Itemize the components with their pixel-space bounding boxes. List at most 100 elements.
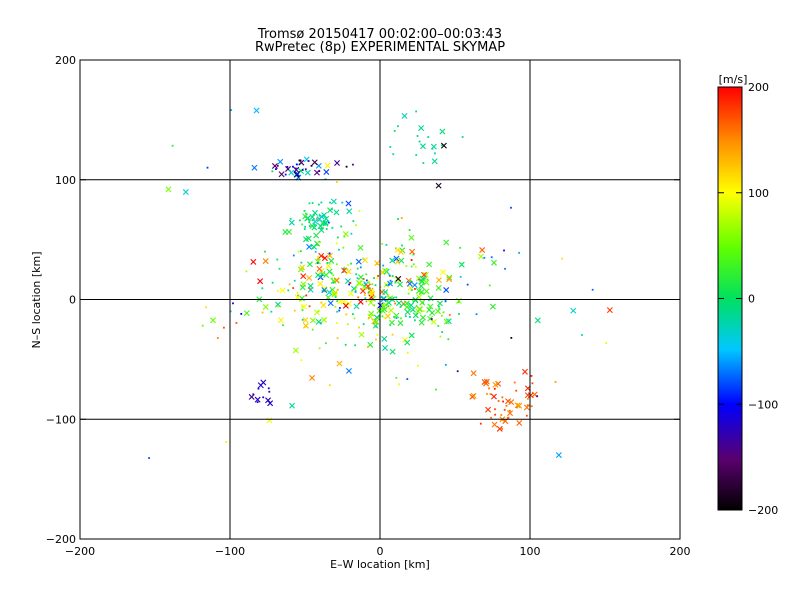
data-point-cross [367, 299, 374, 306]
data-point-dot [362, 323, 365, 326]
data-point-dot [321, 289, 324, 292]
data-point-dot [310, 164, 313, 167]
data-point-dot [502, 400, 505, 403]
data-point-dot [460, 262, 463, 265]
data-point-dot [301, 305, 303, 308]
data-point-dot [497, 400, 500, 402]
data-point-dot [429, 317, 432, 320]
y-tick-label: 0 [69, 294, 76, 307]
data-point-cross [328, 257, 335, 264]
data-point-dot [518, 251, 521, 254]
data-point-dot [267, 387, 270, 390]
data-point-dot [392, 153, 395, 156]
data-point-cross [368, 291, 375, 298]
data-point-dot [354, 288, 357, 290]
data-point-dot [328, 252, 331, 255]
data-point-dot [531, 382, 534, 385]
data-point-dot [323, 290, 326, 293]
data-point-cross [381, 335, 388, 342]
data-point-dot [377, 275, 379, 277]
data-point-dot [256, 401, 259, 404]
data-point-cross [312, 218, 319, 225]
data-point-cross [301, 303, 307, 310]
data-point-dot [375, 325, 378, 328]
data-point-dot [490, 416, 493, 419]
colorbar-ticks: 200 100 0 −100 −200 [718, 81, 778, 517]
data-point-cross [394, 246, 401, 253]
data-point-cross [271, 162, 278, 169]
data-point-dot [323, 221, 326, 224]
data-point-dot [338, 309, 341, 312]
data-point-dot [438, 305, 440, 308]
data-point-dot [399, 306, 402, 308]
data-point-dot [300, 261, 303, 264]
data-point-dot [350, 232, 353, 235]
data-point-dot [411, 299, 414, 302]
data-point-dot [284, 173, 287, 176]
data-point-dot [412, 253, 415, 256]
data-point-dot [368, 287, 371, 290]
data-point-dot [240, 312, 243, 315]
data-point-cross [397, 281, 404, 288]
data-point-dot [581, 334, 583, 336]
data-point-cross [394, 258, 401, 265]
data-point-dot [373, 304, 376, 307]
data-point-cross [440, 142, 447, 149]
data-point-dot [359, 266, 362, 269]
data-point-dot [325, 228, 328, 230]
data-point-cross [294, 170, 301, 177]
data-point-dot [311, 219, 314, 222]
data-point-dot [389, 146, 392, 148]
data-point-dot [510, 337, 513, 339]
data-point-dot [324, 178, 327, 181]
data-point-cross [522, 368, 528, 375]
data-point-dot [367, 281, 370, 284]
data-point-cross [262, 258, 269, 265]
data-point-dot [365, 273, 368, 276]
data-point-dot [466, 283, 469, 286]
data-point-dot [336, 337, 339, 340]
data-point-cross [397, 320, 404, 327]
data-point-dot [440, 314, 443, 317]
data-point-cross [325, 262, 332, 269]
data-point-dot [591, 288, 594, 291]
x-tick-label: 200 [670, 545, 691, 558]
data-point-dot [363, 282, 366, 284]
data-point-dot [271, 281, 274, 284]
data-point-dot [382, 264, 385, 267]
data-point-cross [435, 182, 442, 189]
data-point-dot [355, 273, 358, 276]
data-point-dot [504, 267, 506, 270]
data-point-dot [223, 326, 225, 329]
data-point-dot [422, 162, 425, 164]
data-point-cross [404, 339, 411, 346]
data-point-cross [393, 312, 400, 319]
data-point-cross [516, 402, 523, 409]
data-point-dot [500, 414, 503, 416]
x-tick-label: −200 [65, 545, 95, 558]
data-point-cross [555, 452, 562, 459]
data-point-cross [321, 316, 328, 323]
data-point-dot [229, 310, 232, 313]
data-point-cross [248, 393, 255, 400]
data-point-dot [397, 218, 399, 220]
data-point-dot [235, 322, 238, 324]
data-point-dot [414, 288, 416, 290]
data-point-dot [397, 125, 399, 128]
data-point-dot [320, 201, 323, 204]
data-point-dot [393, 129, 396, 132]
data-point-dot [316, 262, 319, 264]
data-point-cross [418, 125, 425, 132]
data-point-dot [459, 275, 462, 278]
data-point-dot [441, 144, 443, 147]
data-point-dot [148, 457, 150, 459]
data-point-dot [336, 236, 339, 239]
data-point-dot [423, 277, 426, 280]
chart-subtitle: RwPretec (8p) EXPERIMENTAL SKYMAP [255, 40, 505, 55]
data-point-dot [461, 136, 464, 138]
data-point-dot [442, 311, 445, 314]
data-point-dot [336, 288, 339, 291]
data-point-dot [354, 344, 357, 347]
data-point-cross [324, 162, 331, 169]
data-point-dot [377, 315, 380, 318]
